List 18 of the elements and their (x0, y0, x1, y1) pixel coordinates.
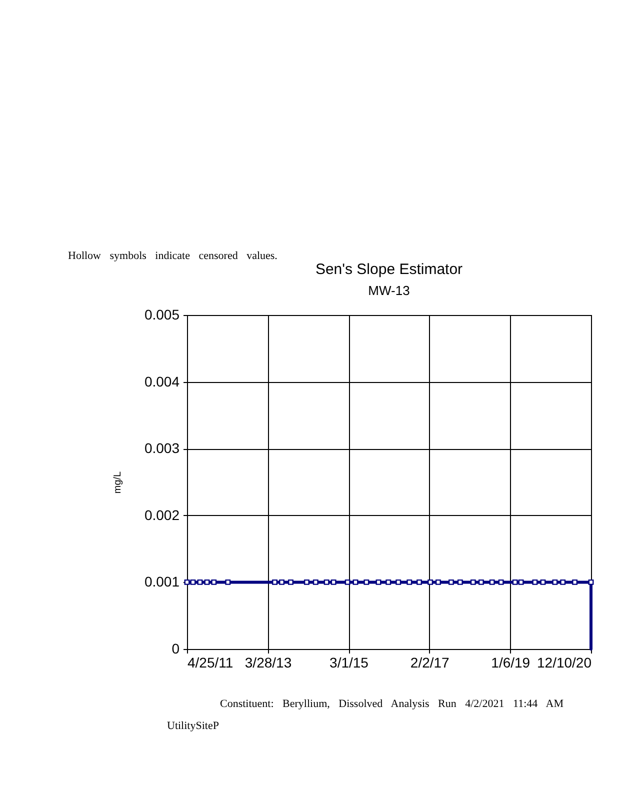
x-tick-label: 1/6/19 (491, 654, 530, 670)
text: Hollow symbols indicate censored values. (68, 250, 278, 262)
x-tick-label: 12/10/20 (537, 654, 592, 670)
text: Constituent: Beryllium, Dissolved Analysis Run 4/2/2021 11:44 AM (220, 698, 564, 710)
y-axis-title: mg/L (112, 470, 124, 494)
text: UtilitySiteP (167, 720, 219, 732)
chart-title: Sen's Slope Estimator (315, 261, 463, 278)
y-tick-label: 0 (172, 640, 180, 656)
y-tick-label: 0.002 (144, 506, 180, 523)
y-tick-label: 0.001 (144, 574, 180, 590)
y-tick-label: 0.003 (144, 440, 180, 456)
x-tick-label: 3/28/13 (244, 654, 292, 670)
y-tick-label: 0.004 (144, 373, 180, 390)
y-tick-label: 0.005 (144, 306, 180, 322)
x-tick-label: 4/25/11 (188, 654, 234, 670)
x-tick-label: 3/1/15 (330, 654, 369, 670)
chart-subtitle: MW-13 (368, 283, 410, 298)
x-tick-label: 2/2/17 (410, 654, 450, 670)
